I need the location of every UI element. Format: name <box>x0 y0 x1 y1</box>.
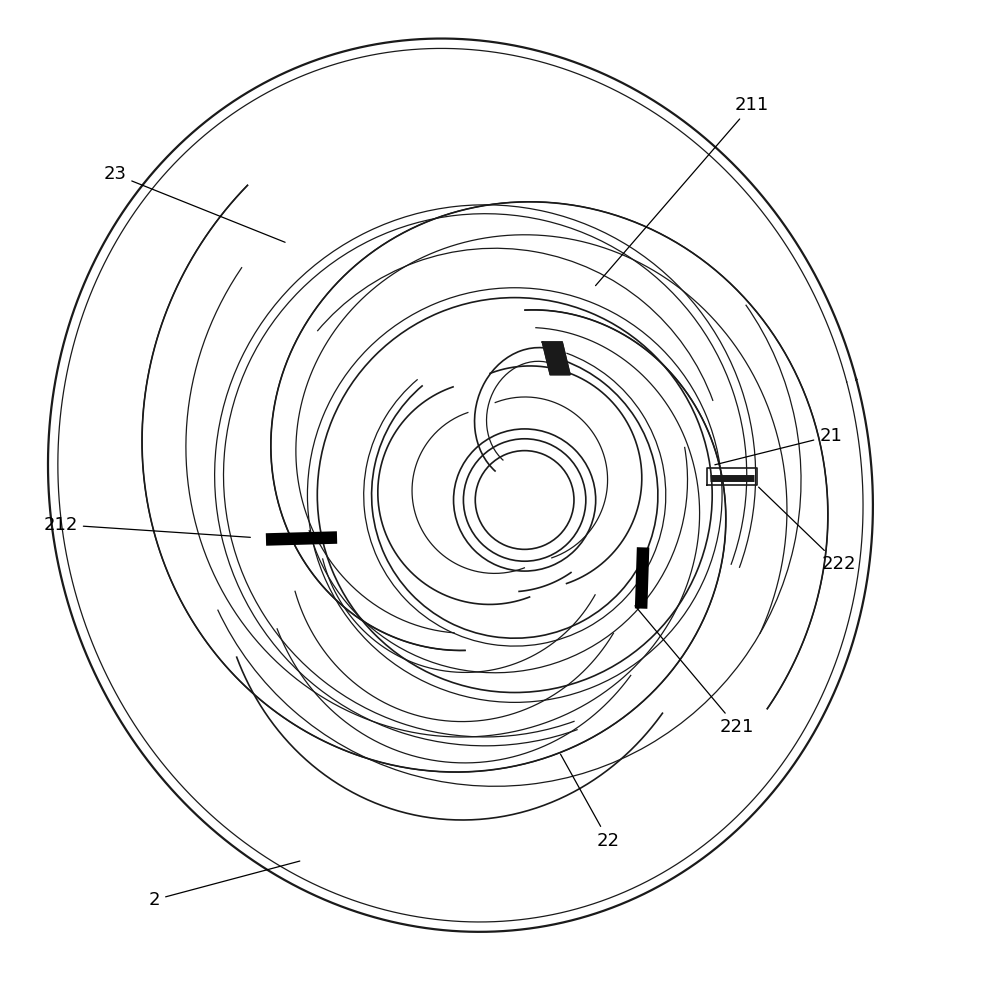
Text: 212: 212 <box>44 516 250 537</box>
Text: 221: 221 <box>635 606 754 736</box>
Text: 21: 21 <box>715 427 842 465</box>
Text: 222: 222 <box>758 487 855 573</box>
Text: 23: 23 <box>103 165 285 242</box>
Text: 211: 211 <box>596 96 769 286</box>
Polygon shape <box>543 342 570 375</box>
Text: 2: 2 <box>148 861 300 909</box>
Text: 22: 22 <box>560 754 620 850</box>
